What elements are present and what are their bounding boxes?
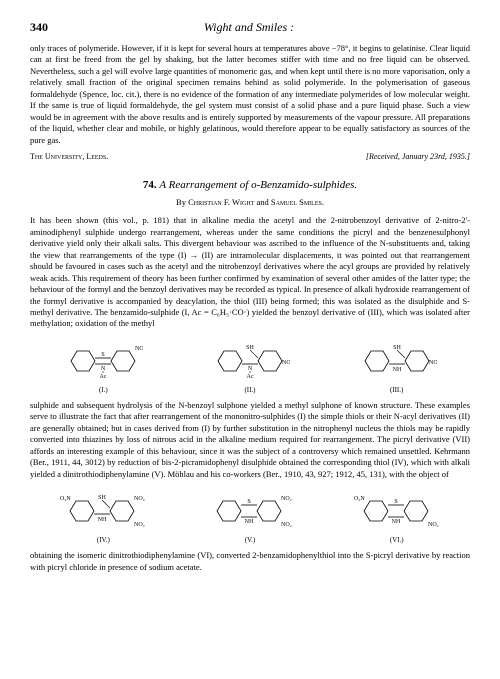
svg-text:NH: NH	[245, 519, 254, 525]
article-number: 74.	[143, 179, 157, 191]
affiliation-line: The University, Leeds. [Received, Januar…	[30, 152, 470, 161]
authors-prefix: By	[176, 197, 188, 207]
paragraph-3: sulphide and subsequent hydrolysis of th…	[30, 400, 470, 480]
structure-2-label: (II.)	[244, 386, 255, 394]
author-1: Christian F. Wight	[188, 197, 254, 207]
structure-5-svg: S NO₂ NH NO₂	[205, 486, 295, 536]
structure-1-label: (I.)	[99, 386, 108, 394]
structure-3-label: (III.)	[390, 386, 403, 394]
received-date: [Received, January 23rd, 1935.]	[366, 152, 470, 161]
running-title: Wight and Smiles :	[48, 20, 450, 35]
structure-1-svg: S NO₂ N Ac	[63, 336, 143, 386]
structure-4-svg: O₂N SH NO₂ NH NO₂	[58, 486, 148, 536]
svg-text:Ac: Ac	[246, 374, 253, 380]
svg-text:S: S	[247, 499, 250, 505]
structure-4: O₂N SH NO₂ NH NO₂ (IV.)	[58, 486, 148, 544]
svg-text:NO₂: NO₂	[134, 522, 145, 528]
structure-5-label: (V.)	[245, 536, 256, 544]
svg-text:NO₂: NO₂	[281, 522, 292, 528]
svg-text:N: N	[101, 366, 106, 372]
svg-text:NO₂: NO₂	[429, 360, 437, 366]
affiliation-text: The University, Leeds.	[30, 152, 108, 161]
svg-text:NH: NH	[98, 517, 107, 523]
paragraph-4: obtaining the isomeric dinitrothiodiphen…	[30, 550, 470, 573]
author-2: Samuel Smiles.	[271, 197, 324, 207]
page-number: 340	[30, 20, 48, 35]
svg-text:NO₂: NO₂	[282, 360, 290, 366]
article-title: 74. A Rearrangement of o-Benzamido-sulph…	[30, 179, 470, 191]
svg-text:NO₂: NO₂	[428, 522, 439, 528]
svg-text:NO₂: NO₂	[134, 496, 145, 502]
authors-and: and	[254, 197, 271, 207]
structure-4-label: (IV.)	[97, 536, 110, 544]
svg-text:O₂N: O₂N	[354, 496, 365, 502]
svg-text:S: S	[102, 352, 105, 358]
svg-text:NH: NH	[391, 519, 400, 525]
svg-text:NO₂: NO₂	[281, 496, 292, 502]
structures-row-1: S NO₂ N Ac (I.) SH N Ac NO₂ (II.)	[30, 336, 470, 394]
svg-text:O₂N: O₂N	[60, 496, 71, 502]
svg-text:NO₂: NO₂	[135, 346, 143, 352]
structure-1: S NO₂ N Ac (I.)	[63, 336, 143, 394]
structure-5: S NO₂ NH NO₂ (V.)	[205, 486, 295, 544]
structure-3-svg: SH NH NO₂	[357, 336, 437, 386]
structure-6: O₂N S NH NO₂ (VI.)	[352, 486, 442, 544]
authors-line: By Christian F. Wight and Samuel Smiles.	[30, 197, 470, 207]
svg-text:Ac: Ac	[100, 374, 107, 380]
page-header: 340 Wight and Smiles :	[30, 20, 470, 35]
structure-2: SH N Ac NO₂ (II.)	[210, 336, 290, 394]
paragraph-2: It has been shown (this vol., p. 181) th…	[30, 215, 470, 330]
page-container: 340 Wight and Smiles : only traces of po…	[0, 0, 500, 599]
svg-text:S: S	[394, 499, 397, 505]
structure-3: SH NH NO₂ (III.)	[357, 336, 437, 394]
structure-2-svg: SH N Ac NO₂	[210, 336, 290, 386]
structures-row-2: O₂N SH NO₂ NH NO₂ (IV.) S NO₂ NH NO₂ (V.…	[30, 486, 470, 544]
paragraph-1: only traces of polymeride. However, if i…	[30, 43, 470, 146]
svg-text:NH: NH	[392, 367, 401, 373]
structure-6-svg: O₂N S NH NO₂	[352, 486, 442, 536]
structure-6-label: (VI.)	[390, 536, 404, 544]
svg-text:N: N	[248, 366, 253, 372]
article-title-text: A Rearrangement of o-Benzamido-sulphides…	[159, 179, 357, 191]
